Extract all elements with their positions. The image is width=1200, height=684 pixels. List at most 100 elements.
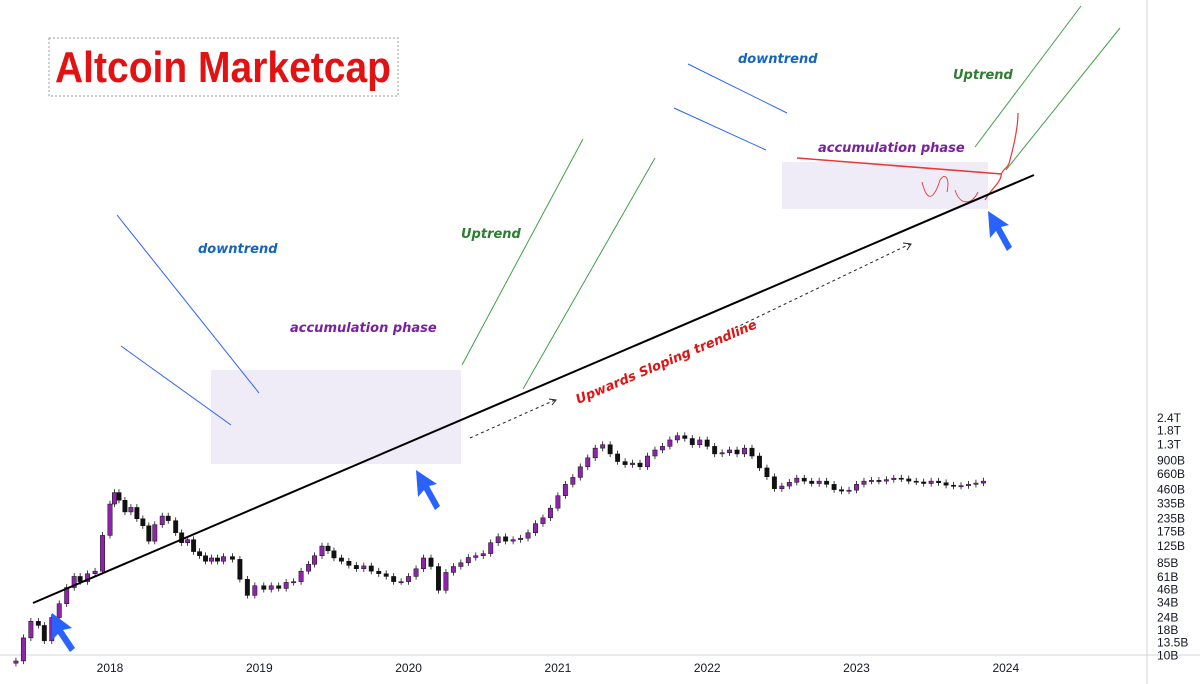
candle-body [637,462,643,468]
candle-body [325,545,331,552]
candle-body [518,537,524,540]
candle [35,617,41,629]
candle [846,486,852,495]
candle [883,476,889,485]
candle [503,533,509,545]
candle [480,550,486,559]
candle-body [298,570,304,582]
candle-body [809,480,815,484]
annotation-downtrend-1: downtrend [198,242,278,257]
candle [816,477,822,487]
price-axis-tick-5: 460B [1157,483,1185,497]
candle-body [876,480,882,482]
candle-body [244,579,250,596]
candle [958,482,964,490]
candle [237,556,243,583]
candle-body [898,477,904,480]
trendline-direction-arrows [469,242,912,439]
candle-body [547,507,553,519]
candle [85,570,91,585]
candle [140,515,146,529]
candle-body [209,557,214,562]
candle-body [824,480,830,485]
candle-body [503,536,509,542]
price-axis-tick-1: 1.8T [1157,424,1182,438]
candle-body [883,479,889,482]
price-axis-tick-6: 335B [1157,496,1185,510]
downtrend-channel-lower-2 [673,107,767,151]
candle [413,565,419,580]
candle-body [229,556,235,560]
price-axis-tick-4: 660B [1157,467,1185,481]
candle-body [165,515,171,521]
candle-body [361,565,367,570]
time-axis-tick-5: 2023 [843,661,870,675]
candle [742,444,747,458]
candle [734,446,740,458]
candle-body [966,484,971,486]
candle [41,622,47,645]
candle-body [92,570,98,574]
candle [652,446,658,460]
candle-body [20,637,26,662]
candle [450,563,456,576]
accumulation-zones [211,162,988,464]
candle-body [116,492,122,501]
candle-body [215,557,220,562]
candle-body [473,555,479,558]
time-axis-tick-6: 2024 [992,661,1019,675]
candle [966,481,971,489]
candle [831,481,837,493]
downtrend-channel-upper-2 [687,63,788,114]
candle [13,657,19,667]
annotations: downtrend accumulation phase Uptrend dow… [198,52,1014,408]
candle [488,539,494,557]
price-axis-tick-14: 24B [1157,611,1178,625]
candle-body [592,447,598,459]
candle-body [816,480,822,484]
candle-body [458,562,464,567]
candle-body [465,557,471,564]
candle [283,579,289,592]
candle [146,522,152,545]
candle [876,477,882,485]
candle [622,458,628,468]
annotation-accumulation-1: accumulation phase [290,321,437,336]
candle-body [682,435,688,439]
candle-body [100,535,105,572]
candle-body [794,477,800,483]
candle-body [319,545,325,556]
candle [391,573,397,585]
candle [406,573,412,585]
candle [921,478,927,487]
candle [809,477,815,487]
candle [824,477,830,488]
candle-body [622,461,628,465]
candle-body [779,485,785,489]
price-axis-tick-0: 2.4T [1157,411,1182,425]
candle [801,474,807,485]
candle-body [727,449,733,453]
trend-guides [116,5,1121,426]
candle [659,443,665,454]
candle [645,452,650,470]
candle-body [185,539,191,543]
candle [913,477,919,486]
candle-body [128,507,134,513]
candle [319,542,325,559]
annotation-downtrend-2: downtrend [738,52,818,67]
candle [268,582,274,593]
candle-body [221,556,226,562]
candle-body [13,660,19,664]
candle-body [291,581,297,584]
time-axis-labels: 2018 2019 2020 2021 2022 2023 2024 [97,661,1020,675]
price-axis-tick-12: 46B [1157,582,1178,596]
candle [71,573,77,591]
candle [630,459,635,468]
candle [203,552,209,565]
candle-body [846,489,852,492]
candle [179,529,185,546]
candle [667,436,673,450]
candle-body [719,452,725,455]
